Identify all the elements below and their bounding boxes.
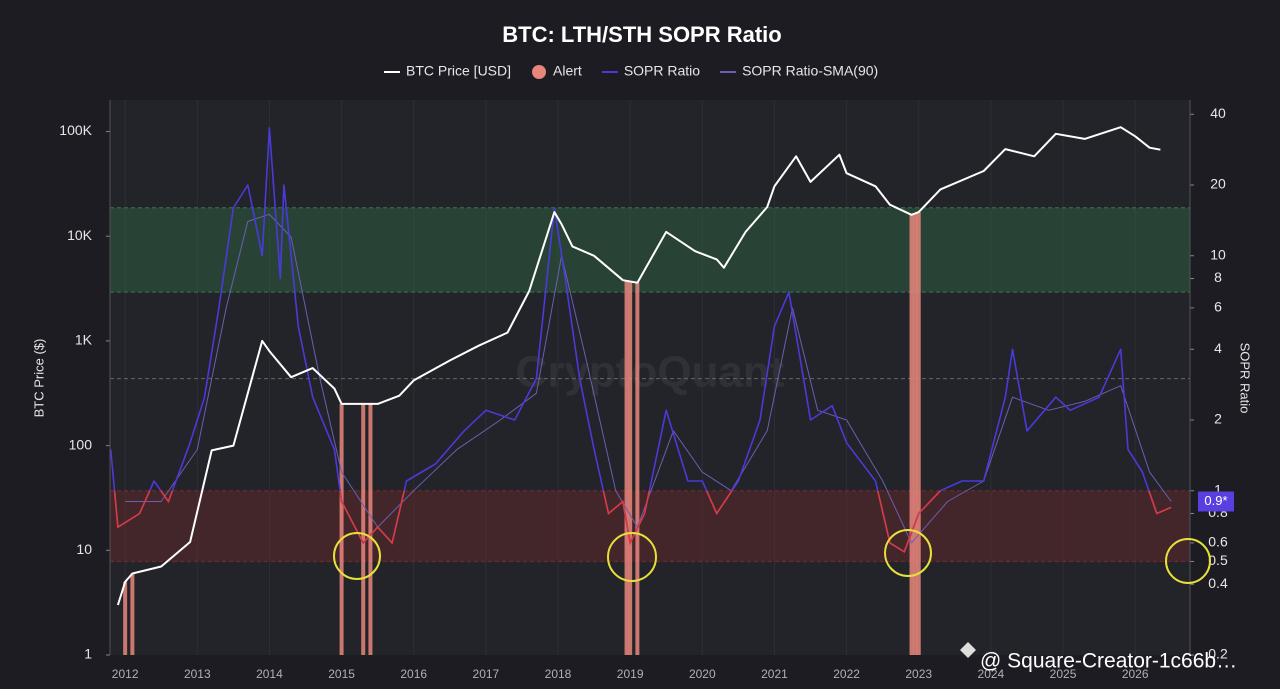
x-tick-label: 2022 — [833, 667, 860, 681]
y2-tick-label: 0.6 — [1208, 534, 1228, 550]
y2-tick-label: 20 — [1210, 176, 1226, 192]
y2-axis-label: SOPR Ratio — [1238, 343, 1253, 414]
legend-layer: BTC Price [USD] Alert SOPR Ratio SOPR Ratio… — [384, 63, 878, 79]
current-value-badge — [1198, 491, 1234, 512]
alert-bar — [916, 212, 921, 655]
y2-tick-label: 0.5 — [1208, 552, 1228, 568]
y2-tick-label: 0.4 — [1208, 575, 1228, 591]
legend-label: Alert — [553, 63, 582, 79]
legend-label: SOPR Ratio — [624, 63, 700, 79]
x-tick-label: 2025 — [1050, 667, 1077, 681]
alert-bar — [130, 573, 135, 655]
y-axis-label: BTC Price ($) — [31, 339, 46, 418]
y2-tick-label: 0.2 — [1208, 646, 1228, 662]
current-value-label: 0.9* — [1204, 493, 1227, 508]
alert-bar — [624, 280, 629, 655]
x-tick-label: 2020 — [689, 667, 716, 681]
highlight-circle — [884, 529, 932, 577]
alert-bar — [123, 581, 128, 655]
alert-bar — [368, 403, 373, 655]
x-tick-label: 2015 — [328, 667, 355, 681]
footer-icon — [960, 642, 976, 658]
legend-label: SOPR Ratio-SMA(90) — [742, 63, 878, 79]
lines-layer — [110, 126, 1172, 606]
x-tick-label: 2023 — [905, 667, 932, 681]
alert-bar — [339, 403, 344, 655]
watermark: CryptoQuant — [516, 348, 785, 397]
chart-title: BTC: LTH/STH SOPR Ratio — [502, 22, 781, 47]
y-tick-label: 100K — [59, 122, 92, 138]
plot-area — [110, 100, 1190, 655]
y-tick-label: 1K — [75, 332, 93, 348]
x-tick-label: 2014 — [256, 667, 283, 681]
alert-bar — [635, 282, 640, 655]
x-tick-label: 2017 — [473, 667, 500, 681]
y-tick-label: 1 — [84, 646, 92, 662]
x-tick-label: 2024 — [978, 667, 1005, 681]
alert-bar — [361, 403, 366, 655]
y2-tick-label: 10 — [1210, 246, 1226, 262]
y-tick-label: 10K — [67, 227, 93, 243]
y2-tick-label: 40 — [1210, 105, 1226, 121]
footer: @ Square-Creator-1c66b… — [960, 642, 1237, 673]
y2-tick-label: 6 — [1214, 299, 1222, 315]
x-tick-label: 2026 — [1122, 667, 1149, 681]
alert-bar — [628, 281, 633, 655]
highlight-circle — [333, 532, 381, 580]
axes-layer: 2012 2013 2014 2015 2016 2017 2018 2019 2020 2021… — [59, 100, 1234, 681]
y2-tick-label: 8 — [1214, 269, 1222, 285]
legend-label: BTC Price [USD] — [406, 63, 511, 79]
alerts-layer — [123, 212, 921, 656]
y-tick-label: 10 — [76, 541, 92, 557]
series-line-below-threshold — [113, 490, 1172, 553]
alert-bar — [909, 214, 914, 656]
x-tick-label: 2019 — [617, 667, 644, 681]
footer-text: @ Square-Creator-1c66b… — [980, 650, 1237, 673]
y2-tick-label: 4 — [1214, 340, 1222, 356]
x-tick-label: 2018 — [545, 667, 572, 681]
x-tick-label: 2012 — [112, 667, 139, 681]
zone — [110, 207, 1190, 293]
x-tick-label: 2021 — [761, 667, 788, 681]
x-tick-label: 2013 — [184, 667, 211, 681]
zone — [110, 490, 1190, 562]
legend-swatch — [532, 65, 547, 79]
annotation-circles — [333, 529, 1211, 584]
y2-tick-label: 2 — [1214, 411, 1222, 427]
highlight-circle — [607, 532, 657, 582]
x-tick-label: 2016 — [400, 667, 427, 681]
highlight-circle — [1165, 538, 1211, 584]
series-line — [116, 126, 1161, 606]
alert-bar — [913, 213, 918, 655]
y-tick-label: 100 — [69, 436, 93, 452]
y2-tick-label: 1 — [1214, 481, 1222, 497]
